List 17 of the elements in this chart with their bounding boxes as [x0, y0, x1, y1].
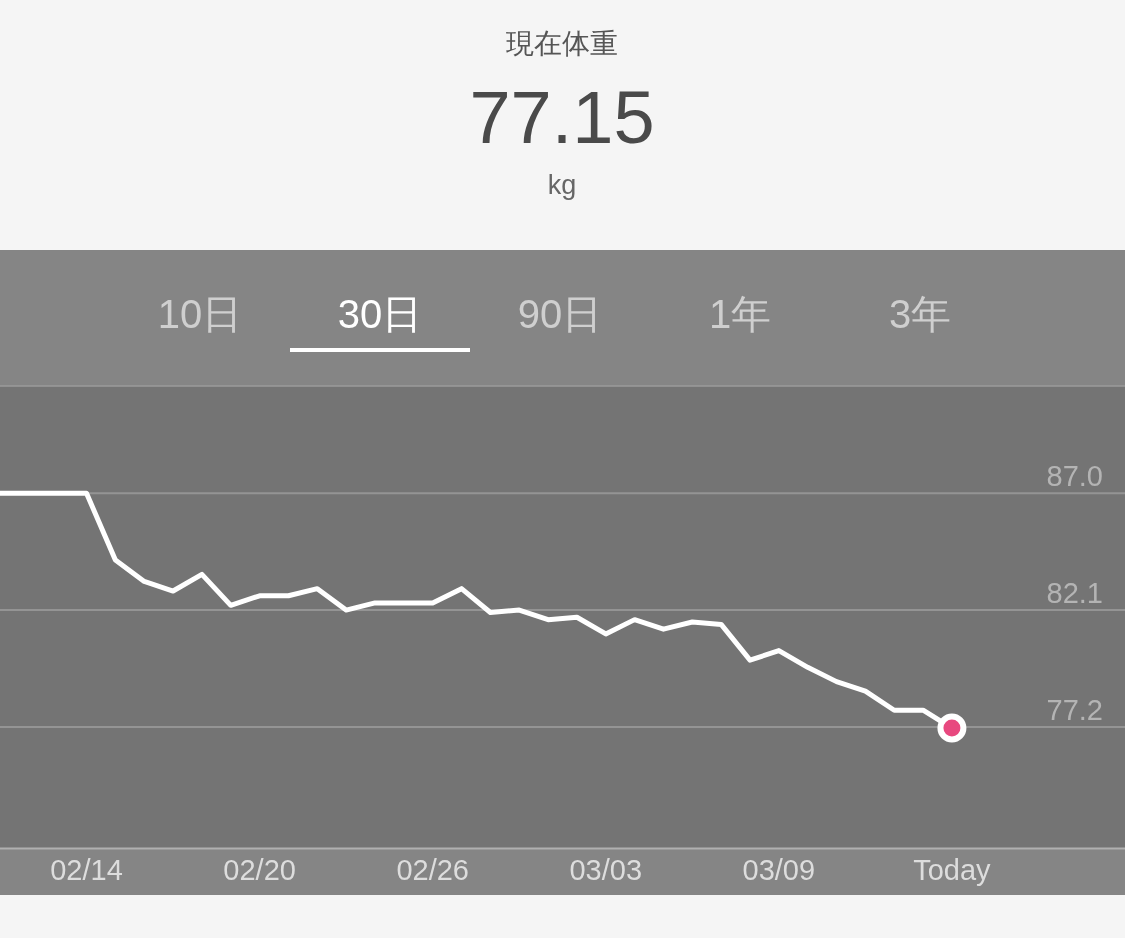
text: 30日	[337, 292, 423, 336]
y-tick-label: 87.0	[1046, 460, 1103, 493]
x-tick-label: 02/14	[50, 854, 123, 886]
chart-title: 現在体重	[506, 28, 618, 59]
x-tick-label: Today	[913, 854, 992, 886]
x-tick-label: 02/26	[396, 854, 469, 886]
x-tick-label: 03/09	[742, 854, 816, 886]
text: 3年	[888, 292, 952, 336]
text: kg	[547, 170, 577, 200]
y-tick-label: 82.1	[1046, 577, 1103, 610]
text: 90日	[517, 292, 603, 336]
text: 10日	[157, 292, 243, 336]
x-tick-label: 02/20	[223, 854, 296, 886]
y-tick-label: 77.2	[1046, 693, 1103, 726]
text: 1年	[708, 292, 772, 336]
x-tick-label: 03/03	[569, 854, 643, 886]
chart-subtitle: 77.15	[469, 76, 655, 159]
